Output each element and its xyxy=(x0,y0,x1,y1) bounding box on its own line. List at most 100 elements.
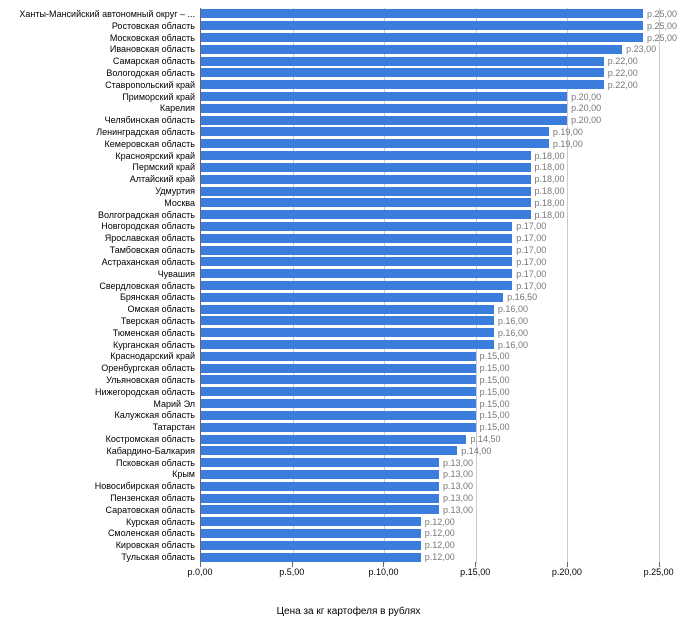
bar-category-label: Тульская область xyxy=(121,552,201,562)
bar-value-label: р.13,00 xyxy=(439,469,473,479)
bar xyxy=(201,139,549,148)
bar xyxy=(201,352,476,361)
bar-value-label: р.15,00 xyxy=(476,422,510,432)
bar-value-label: р.25,00 xyxy=(643,9,677,19)
bar-row: Костромская областьр.14,50 xyxy=(201,435,677,444)
bar-value-label: р.18,00 xyxy=(531,151,565,161)
bar xyxy=(201,175,531,184)
bar-category-label: Псковская область xyxy=(116,458,201,468)
bar xyxy=(201,80,604,89)
bar-category-label: Марий Эл xyxy=(153,399,201,409)
bar-category-label: Пермский край xyxy=(132,162,201,172)
bar-value-label: р.15,00 xyxy=(476,363,510,373)
bar-row: Чувашияр.17,00 xyxy=(201,269,677,278)
bar-category-label: Омская область xyxy=(127,304,201,314)
bar-category-label: Красноярский край xyxy=(115,151,201,161)
bar-value-label: р.18,00 xyxy=(531,162,565,172)
bar-row: Удмуртияр.18,00 xyxy=(201,187,677,196)
bar-value-label: р.13,00 xyxy=(439,493,473,503)
bar-category-label: Ленинградская область xyxy=(96,127,201,137)
bar-row: Ханты-Мансийский автономный округ – ...р… xyxy=(201,9,677,18)
bar-row: Ленинградская областьр.19,00 xyxy=(201,127,677,136)
bar-row: Смоленская областьр.12,00 xyxy=(201,529,677,538)
bar-row: Астраханская областьр.17,00 xyxy=(201,257,677,266)
bar-row: Самарская областьр.22,00 xyxy=(201,57,677,66)
bar xyxy=(201,57,604,66)
bar xyxy=(201,470,439,479)
bar xyxy=(201,305,494,314)
bar xyxy=(201,446,457,455)
x-tick-label: р.20,00 xyxy=(552,567,582,577)
bar-category-label: Пензенская область xyxy=(110,493,201,503)
bar-category-label: Татарстан xyxy=(153,422,201,432)
bar-row: Оренбургская областьр.15,00 xyxy=(201,364,677,373)
bar xyxy=(201,494,439,503)
bar-value-label: р.25,00 xyxy=(643,33,677,43)
bar-category-label: Алтайский край xyxy=(130,174,201,184)
bar-value-label: р.22,00 xyxy=(604,80,638,90)
bar-value-label: р.15,00 xyxy=(476,387,510,397)
bar-value-label: р.18,00 xyxy=(531,198,565,208)
bar-category-label: Чувашия xyxy=(158,269,201,279)
bar-row: Пензенская областьр.13,00 xyxy=(201,494,677,503)
bar xyxy=(201,387,476,396)
bar-category-label: Кабардино-Балкария xyxy=(107,446,201,456)
bar-row: Нижегородская областьр.15,00 xyxy=(201,387,677,396)
bar-value-label: р.17,00 xyxy=(512,257,546,267)
bar-category-label: Москва xyxy=(164,198,201,208)
bar-category-label: Оренбургская область xyxy=(101,363,201,373)
bar-row: Свердловская областьр.17,00 xyxy=(201,281,677,290)
bar-category-label: Карелия xyxy=(160,103,201,113)
bar-value-label: р.20,00 xyxy=(567,103,601,113)
bar-category-label: Крым xyxy=(172,469,201,479)
bar xyxy=(201,529,421,538)
bar-value-label: р.13,00 xyxy=(439,481,473,491)
bar xyxy=(201,340,494,349)
bar-category-label: Московская область xyxy=(110,33,201,43)
bar-category-label: Ярославская область xyxy=(105,233,201,243)
bar-row: Тверская областьр.16,00 xyxy=(201,316,677,325)
bar-value-label: р.18,00 xyxy=(531,174,565,184)
x-tick-label: р.5,00 xyxy=(279,567,304,577)
bar xyxy=(201,21,643,30)
bar xyxy=(201,482,439,491)
bar-value-label: р.17,00 xyxy=(512,233,546,243)
bar-category-label: Ульяновская область xyxy=(106,375,201,385)
bar xyxy=(201,541,421,550)
bar-category-label: Астраханская область xyxy=(102,257,201,267)
bar xyxy=(201,163,531,172)
bar-category-label: Брянская область xyxy=(120,292,201,302)
bar xyxy=(201,104,567,113)
bar-row: Ставропольский крайр.22,00 xyxy=(201,80,677,89)
chart-container: Ханты-Мансийский автономный округ – ...р… xyxy=(0,0,697,623)
bar-row: Красноярский крайр.18,00 xyxy=(201,151,677,160)
bar xyxy=(201,435,466,444)
bar-value-label: р.12,00 xyxy=(421,552,455,562)
bar-row: Волгоградская областьр.18,00 xyxy=(201,210,677,219)
bar xyxy=(201,316,494,325)
bar-row: Псковская областьр.13,00 xyxy=(201,458,677,467)
x-axis-title: Цена за кг картофеля в рублях xyxy=(0,606,697,617)
bar-value-label: р.18,00 xyxy=(531,210,565,220)
bar-value-label: р.12,00 xyxy=(421,517,455,527)
bar-category-label: Ивановская область xyxy=(110,44,201,54)
bar-value-label: р.15,00 xyxy=(476,375,510,385)
bar-category-label: Удмуртия xyxy=(155,186,201,196)
bar xyxy=(201,116,567,125)
bar-value-label: р.16,00 xyxy=(494,304,528,314)
bar-category-label: Вологодская область xyxy=(106,68,201,78)
bar-value-label: р.16,00 xyxy=(494,316,528,326)
bar-category-label: Курская область xyxy=(126,517,201,527)
bar-value-label: р.15,00 xyxy=(476,351,510,361)
bar-value-label: р.16,00 xyxy=(494,328,528,338)
bar xyxy=(201,187,531,196)
bar-value-label: р.18,00 xyxy=(531,186,565,196)
bar xyxy=(201,234,512,243)
bar xyxy=(201,411,476,420)
bar-row: Приморский крайр.20,00 xyxy=(201,92,677,101)
bar-category-label: Новосибирская область xyxy=(95,481,201,491)
bar-value-label: р.22,00 xyxy=(604,56,638,66)
bar xyxy=(201,222,512,231)
bar xyxy=(201,458,439,467)
x-axis: р.0,00р.5,00р.10,00р.15,00р.20,00р.25,00 xyxy=(200,565,677,581)
